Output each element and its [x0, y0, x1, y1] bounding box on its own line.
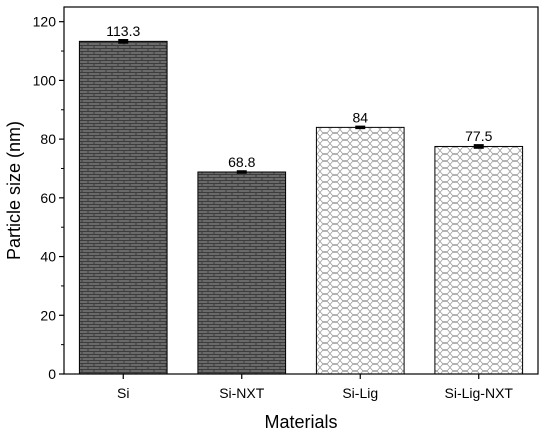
x-tick-label: Si-NXT — [219, 385, 265, 401]
error-bars-layer — [118, 39, 484, 174]
value-label: 68.8 — [228, 154, 255, 170]
error-bar — [236, 170, 247, 174]
x-tick-label: Si — [117, 385, 129, 401]
value-label: 113.3 — [106, 23, 140, 39]
y-tick-label: 40 — [40, 249, 56, 265]
y-axis: 0 20 40 60 80 100 120 — [33, 14, 64, 382]
bar-si-nxt — [197, 171, 287, 375]
y-axis-title: Particle size (nm) — [4, 121, 24, 260]
error-bar — [355, 125, 366, 130]
y-tick-label: 0 — [48, 366, 56, 382]
bar-si-lig — [315, 126, 405, 375]
bars-layer — [78, 40, 524, 375]
value-label: 84 — [352, 110, 368, 126]
plot-frame — [63, 6, 539, 375]
x-tick-label: Si-Lig-NXT — [445, 385, 514, 401]
y-tick-label: 100 — [33, 72, 57, 88]
x-tick-label: Si-Lig — [342, 385, 378, 401]
error-bar — [118, 39, 129, 44]
error-bar — [473, 144, 484, 149]
bar-si — [78, 40, 168, 375]
bar-si-lig-nxt — [434, 145, 524, 375]
y-tick-label: 60 — [40, 190, 56, 206]
value-label: 77.5 — [465, 128, 492, 144]
x-axis-title: Materials — [264, 412, 337, 432]
x-axis: Si Si-NXT Si-Lig Si-Lig-NXT — [117, 374, 513, 401]
y-tick-label: 80 — [40, 131, 56, 147]
y-tick-label: 20 — [40, 307, 56, 323]
y-tick-label: 120 — [33, 14, 57, 30]
value-labels-layer: 113.3 68.8 84 77.5 — [106, 23, 492, 170]
